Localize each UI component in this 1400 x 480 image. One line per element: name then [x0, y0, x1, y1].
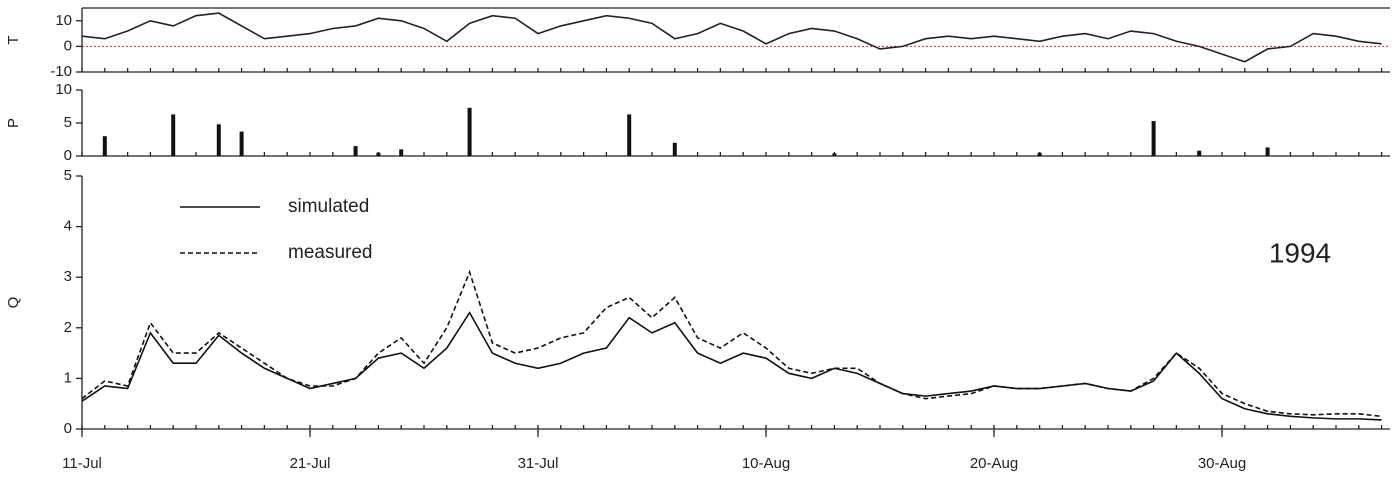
- bar: [1151, 121, 1156, 156]
- bar: [171, 114, 176, 156]
- x-tick-label: 11-Jul: [62, 455, 102, 472]
- bar: [399, 149, 404, 156]
- x-tick-label: 21-Jul: [290, 455, 331, 472]
- legend-label: simulated: [288, 196, 369, 217]
- bar: [672, 142, 677, 156]
- line: [81, 12, 1382, 63]
- line: [81, 311, 1382, 421]
- y-tick-label: 0: [64, 147, 72, 164]
- y-tick-label: 5: [64, 167, 72, 184]
- bar: [832, 153, 837, 156]
- annotation: 1994: [1269, 237, 1331, 268]
- y-tick-label: 5: [64, 114, 72, 131]
- y-tick-label: -10: [50, 63, 72, 80]
- x-tick-label: 31-Jul: [518, 455, 559, 472]
- y-axis-label: Q: [5, 297, 22, 309]
- y-tick-label: 4: [64, 218, 72, 235]
- y-tick-label: 0: [64, 37, 72, 54]
- bar: [376, 152, 381, 156]
- y-tick-label: 3: [64, 268, 72, 285]
- x-tick-label: 10-Aug: [742, 455, 790, 472]
- x-tick-label: 30-Aug: [1198, 455, 1246, 472]
- y-tick-label: 0: [64, 420, 72, 437]
- bar: [216, 124, 221, 156]
- legend-label: measured: [288, 242, 373, 263]
- bar: [1037, 152, 1042, 156]
- line: [81, 269, 1382, 418]
- bar: [353, 146, 358, 156]
- y-axis-label: P: [5, 118, 22, 128]
- bar: [102, 136, 107, 156]
- bar: [1265, 147, 1270, 156]
- y-tick-label: 2: [64, 319, 72, 336]
- x-tick-label: 20-Aug: [970, 455, 1018, 472]
- y-tick-label: 1: [64, 369, 72, 386]
- bar: [627, 114, 632, 156]
- bar: [467, 107, 472, 156]
- y-axis-label: T: [5, 35, 22, 44]
- bar: [239, 131, 244, 156]
- y-tick-label: 10: [55, 81, 72, 98]
- y-tick-label: 10: [55, 12, 72, 29]
- bar: [1197, 150, 1202, 156]
